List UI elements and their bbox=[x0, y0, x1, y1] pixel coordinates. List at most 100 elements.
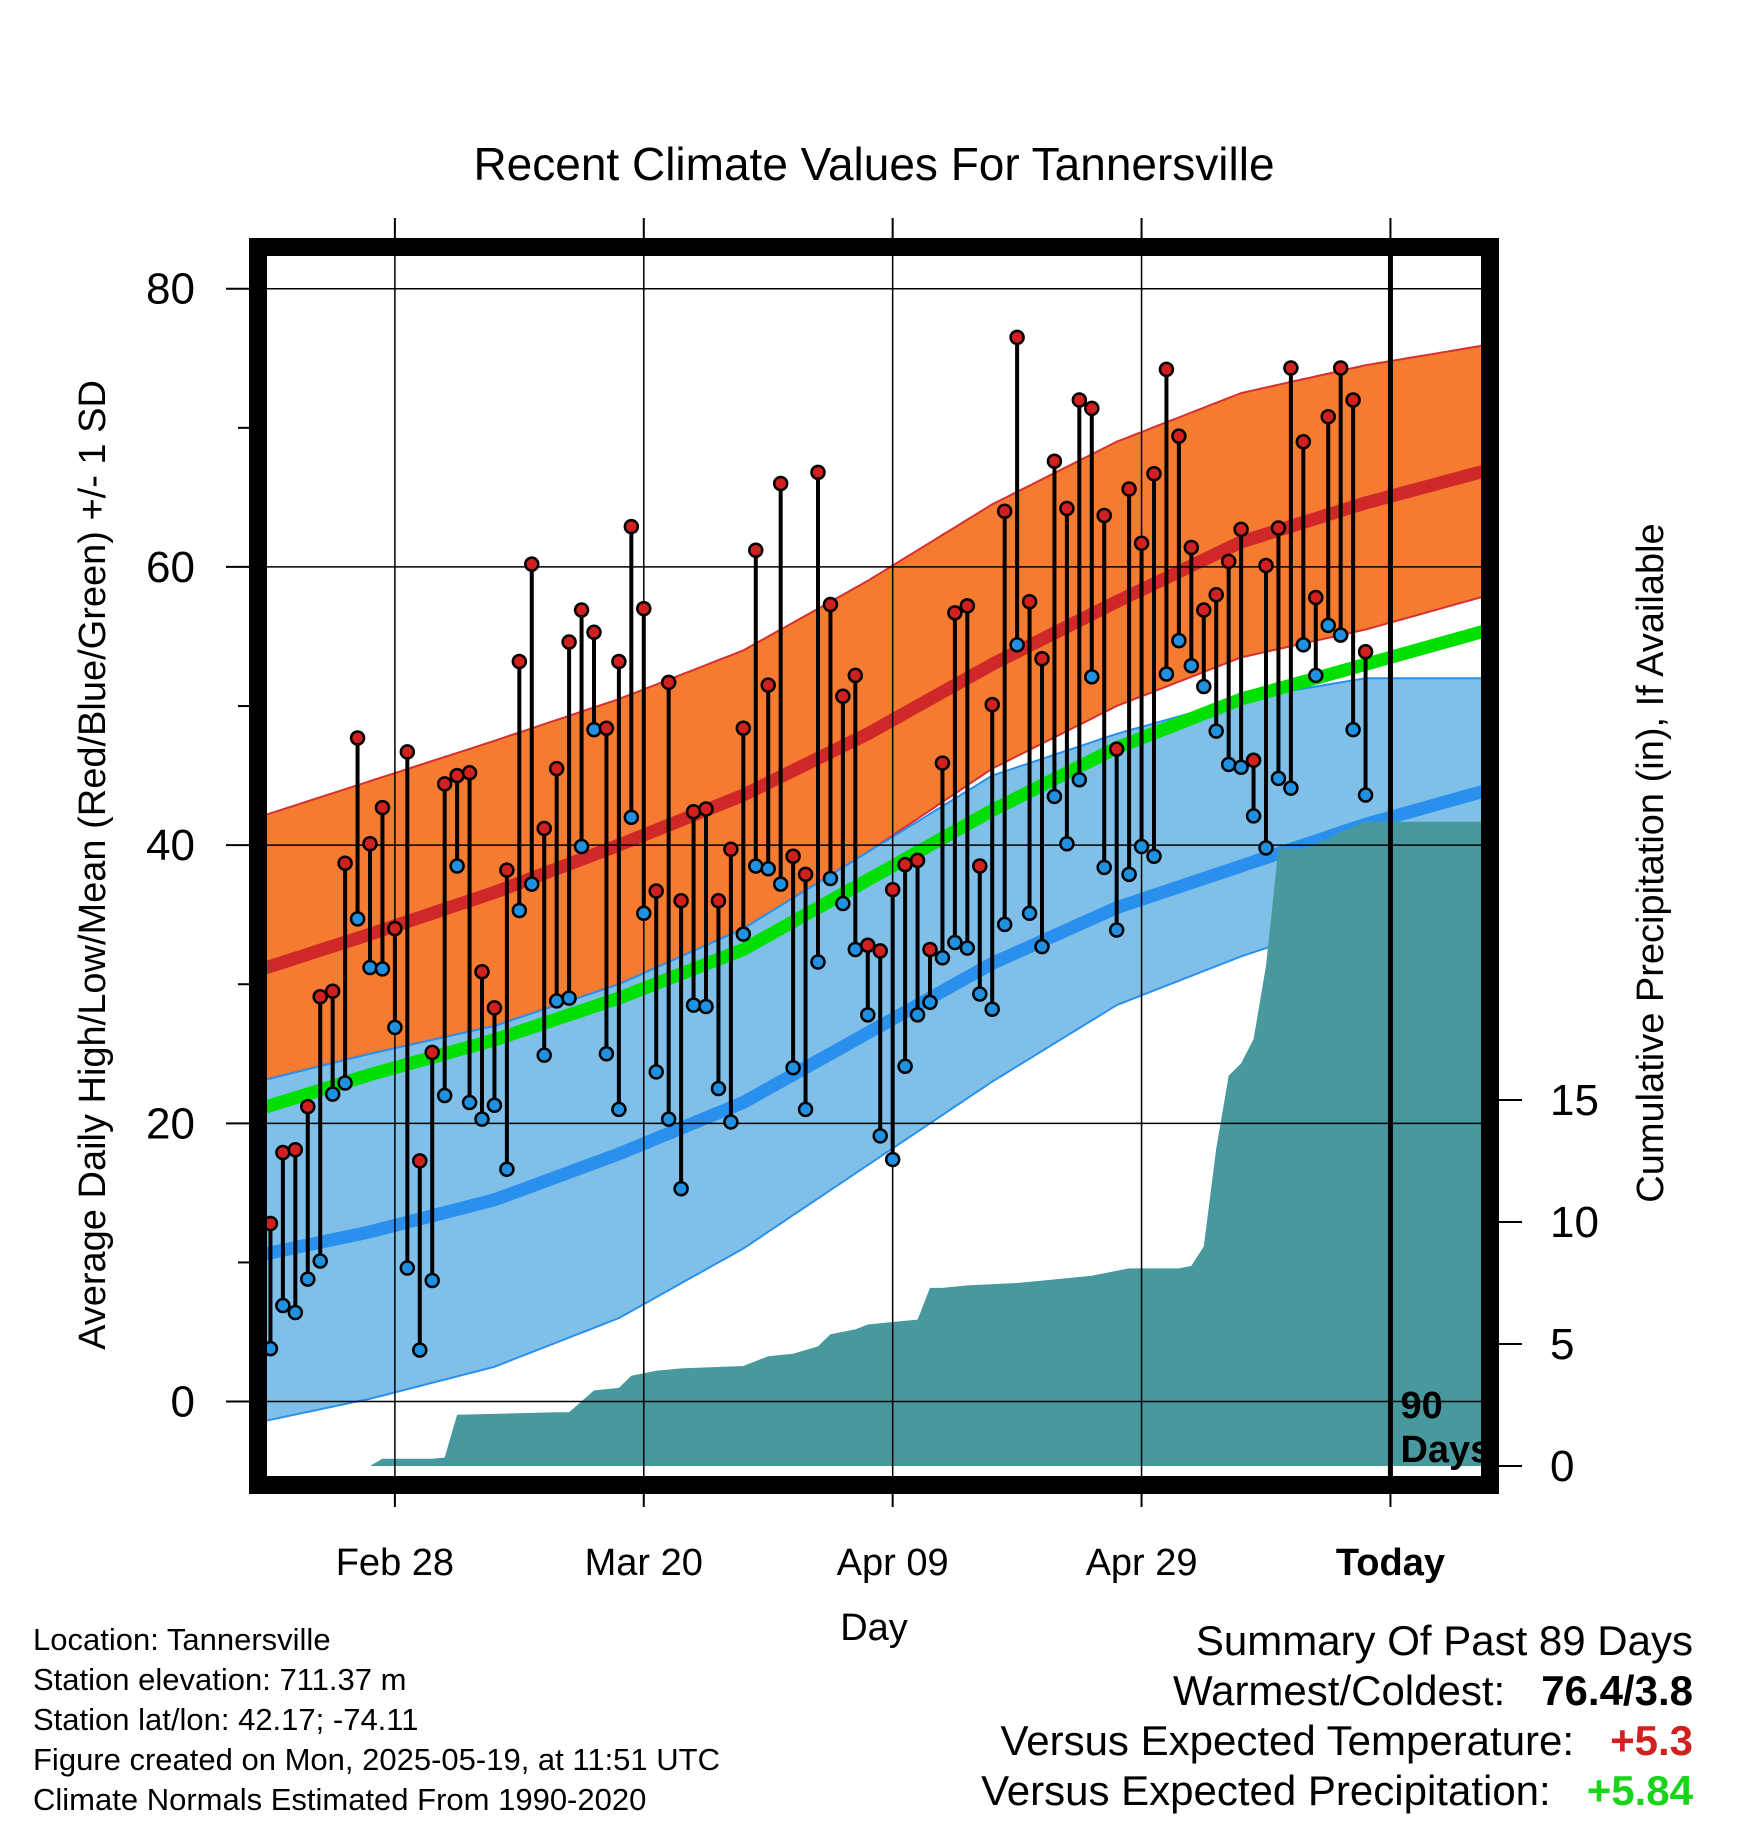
daily-low-point bbox=[362, 959, 378, 976]
daily-high-point bbox=[1233, 521, 1249, 538]
daily-high-point bbox=[847, 667, 864, 684]
daily-high-point bbox=[1034, 650, 1050, 667]
temp-departure-label: Versus Expected Temperature: bbox=[1000, 1717, 1575, 1764]
y2-tick-label: 10 bbox=[1550, 1198, 1599, 1247]
created-text: Figure created on Mon, 2025-05-19, at 11… bbox=[33, 1742, 720, 1777]
daily-low-point bbox=[897, 1058, 913, 1075]
daily-high-point bbox=[598, 720, 615, 737]
daily-low-point bbox=[424, 1272, 440, 1289]
daily-low-point bbox=[474, 1111, 490, 1127]
daily-low-point bbox=[934, 950, 951, 966]
daily-high-point bbox=[698, 801, 714, 817]
daily-high-point bbox=[996, 503, 1013, 520]
daily-high-point bbox=[723, 841, 739, 858]
daily-high-point bbox=[275, 1144, 291, 1161]
summary-panel: Summary Of Past 89 Days Warmest/Coldest:… bbox=[981, 1616, 1693, 1816]
daily-low-point bbox=[1108, 922, 1125, 938]
daily-high-point bbox=[860, 937, 876, 954]
daily-high-point bbox=[1258, 557, 1274, 574]
daily-high-point bbox=[972, 858, 988, 874]
daily-low-point bbox=[337, 1075, 353, 1091]
y2-tick-label: 5 bbox=[1550, 1320, 1574, 1369]
daily-high-point bbox=[362, 835, 378, 852]
daily-high-point bbox=[524, 556, 540, 572]
daily-high-point bbox=[573, 602, 590, 618]
warmest-coldest-label: Warmest/Coldest: bbox=[1173, 1667, 1506, 1714]
y2-axis-label: Cumulative Precipitation (in), If Availa… bbox=[1630, 523, 1672, 1202]
daily-high-point bbox=[1283, 360, 1299, 376]
daily-low-point bbox=[723, 1114, 739, 1130]
daily-low-point bbox=[959, 940, 976, 956]
y2-tick-label: 15 bbox=[1550, 1076, 1599, 1125]
daily-high-point bbox=[1021, 593, 1038, 610]
daily-high-point bbox=[909, 852, 926, 869]
daily-high-point bbox=[287, 1142, 304, 1158]
daily-high-point bbox=[436, 776, 453, 792]
daily-low-point bbox=[1295, 637, 1312, 653]
daily-low-point bbox=[275, 1297, 291, 1314]
daily-low-point bbox=[561, 990, 577, 1006]
daily-high-point bbox=[660, 674, 677, 691]
daily-low-point bbox=[374, 961, 391, 977]
daily-low-point bbox=[685, 997, 702, 1013]
daily-low-point bbox=[524, 876, 540, 892]
daily-low-point bbox=[636, 905, 652, 922]
daily-low-point bbox=[1258, 840, 1274, 856]
daily-low-point bbox=[436, 1087, 453, 1104]
summary-heading: Summary Of Past 89 Days bbox=[1195, 1617, 1693, 1664]
daily-high-point bbox=[810, 464, 826, 481]
daily-low-point bbox=[611, 1101, 627, 1118]
daily-low-point bbox=[1096, 859, 1112, 876]
daily-high-point bbox=[486, 1000, 503, 1016]
daily-low-point bbox=[598, 1046, 615, 1062]
daily-high-point bbox=[1220, 553, 1237, 570]
daily-low-point bbox=[1283, 780, 1299, 796]
daily-high-point bbox=[1009, 329, 1025, 346]
daily-high-point bbox=[536, 820, 552, 837]
daily-low-point bbox=[1034, 938, 1050, 955]
daily-low-point bbox=[287, 1304, 304, 1321]
daily-low-point bbox=[1171, 632, 1187, 649]
daily-high-point bbox=[959, 598, 976, 614]
daily-low-point bbox=[1059, 835, 1075, 852]
daily-high-point bbox=[922, 941, 938, 958]
plot-frame bbox=[249, 238, 1499, 1494]
daily-high-point bbox=[611, 653, 627, 670]
daily-low-point bbox=[399, 1260, 416, 1276]
daily-low-point bbox=[860, 1007, 876, 1023]
daily-low-point bbox=[772, 876, 789, 892]
daily-high-point bbox=[648, 883, 664, 899]
daily-low-point bbox=[349, 911, 366, 927]
daily-high-point bbox=[424, 1044, 440, 1061]
daily-high-point bbox=[337, 855, 353, 871]
daily-high-point bbox=[1096, 507, 1112, 524]
daily-high-point bbox=[1308, 589, 1324, 606]
daily-high-point bbox=[1295, 433, 1312, 450]
daily-low-point bbox=[735, 926, 752, 942]
daily-low-point bbox=[1208, 723, 1224, 739]
daily-high-point bbox=[785, 848, 801, 865]
daily-low-point bbox=[573, 838, 590, 855]
x-axis-label: Day bbox=[840, 1607, 908, 1649]
daily-high-point bbox=[1084, 400, 1100, 417]
daily-high-point bbox=[1133, 535, 1150, 552]
y-axis-label: Average Daily High/Low/Mean (Red/Blue/Gr… bbox=[72, 380, 114, 1350]
daily-low-point bbox=[1121, 866, 1137, 883]
daily-high-point bbox=[1208, 587, 1224, 603]
daily-low-point bbox=[1183, 657, 1200, 674]
daily-high-point bbox=[1270, 520, 1287, 536]
daily-high-point bbox=[735, 720, 752, 737]
daily-high-point bbox=[884, 881, 901, 898]
days-count-label: Days bbox=[1400, 1429, 1491, 1471]
daily-high-point bbox=[1345, 392, 1361, 408]
daily-low-point bbox=[884, 1151, 901, 1168]
daily-low-point bbox=[548, 993, 565, 1009]
daily-low-point bbox=[872, 1128, 888, 1144]
daily-high-point bbox=[349, 730, 366, 746]
daily-high-point bbox=[449, 767, 465, 784]
daily-low-point bbox=[785, 1059, 801, 1076]
daily-low-point bbox=[1196, 678, 1212, 695]
daily-low-point bbox=[835, 895, 851, 912]
daily-low-point bbox=[1332, 627, 1349, 643]
precip-departure-value: +5.84 bbox=[1586, 1767, 1693, 1814]
